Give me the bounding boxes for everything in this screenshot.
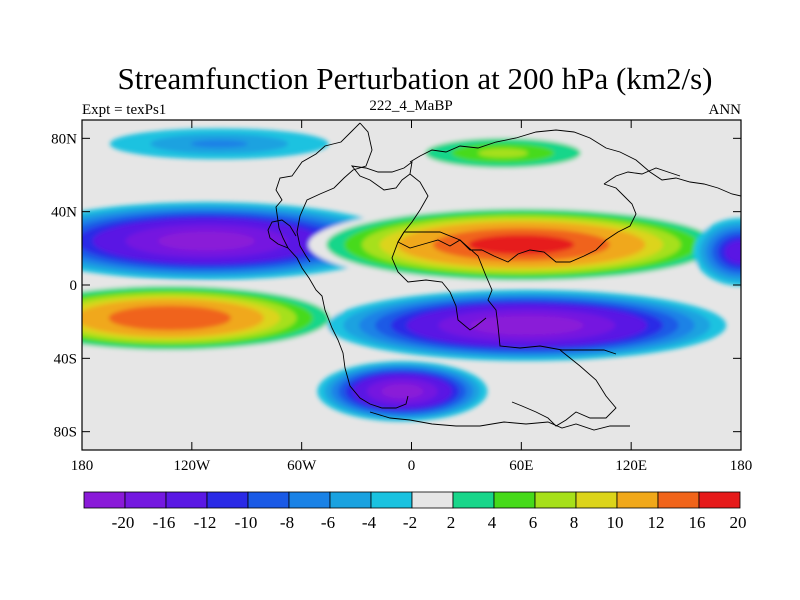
colorbar-swatch [657, 491, 700, 509]
coastline-caribbean [267, 219, 297, 249]
colorbar-label: 2 [447, 513, 456, 532]
colorbar-label: 8 [570, 513, 579, 532]
contour-fill-layer [82, 128, 741, 422]
contour-level [477, 236, 566, 253]
colorbar-swatch [206, 491, 249, 509]
x-tick-label: 120E [615, 458, 647, 474]
colorbar-swatch [534, 491, 577, 509]
axis-labels: 180 120W 60W 0 60E 120E 180 80N 40N 0 40S 80S [51, 131, 752, 474]
y-tick-label: 40S [54, 351, 77, 367]
coastline-north-america-east [296, 122, 373, 263]
coastline-europe [397, 173, 482, 251]
coastline-africa-west [391, 231, 487, 331]
x-tick-label: 120W [173, 458, 211, 474]
y-tick-label: 80S [54, 425, 77, 441]
colorbar-label: -8 [280, 513, 294, 532]
chart-title: Streamfunction Perturbation at 200 hPa (… [118, 61, 713, 96]
colorbar-label: 12 [648, 513, 665, 532]
colorbar-swatch [411, 491, 454, 509]
colorbar-swatch [698, 491, 741, 509]
contour-level [724, 240, 741, 264]
season-label: ANN [709, 102, 742, 118]
colorbar-label: -16 [153, 513, 176, 532]
coastline-americas [275, 122, 409, 409]
contour-level [108, 305, 232, 331]
y-tick-label: 80N [51, 131, 77, 147]
colorbar-swatch [452, 491, 495, 509]
coastline-east-asia [603, 167, 681, 185]
contour-level [478, 148, 528, 158]
coastline-antarctica [369, 411, 630, 431]
colorbar-label: -4 [362, 513, 377, 532]
colorbar-label: -12 [194, 513, 217, 532]
colorbar-swatch [493, 491, 536, 509]
contour-level [384, 385, 420, 398]
colorbar-label: -10 [235, 513, 258, 532]
colorbar-swatch [288, 491, 331, 509]
colorbar-label: 16 [689, 513, 706, 532]
colorbar-swatch [616, 491, 659, 509]
contour-level [190, 139, 248, 148]
colorbar: -20 -16 -12 -10 -8 -6 -4 -2 2 4 6 8 10 12 16 20 [83, 491, 747, 532]
colorbar-swatch [329, 491, 372, 509]
y-tick-label: 0 [70, 278, 78, 294]
colorbar-label: -20 [112, 513, 135, 532]
coastline-asia-south [481, 183, 637, 263]
coastline-australia [511, 349, 617, 427]
axis-ticks [81, 120, 742, 450]
x-tick-label: 60W [287, 458, 317, 474]
colorbar-swatch [83, 491, 126, 509]
colorbar-label: 4 [488, 513, 497, 532]
x-tick-label: 180 [71, 458, 94, 474]
colorbar-swatch [575, 491, 618, 509]
coastline-layer [267, 122, 741, 431]
case-label: 222_4_MaBP [369, 98, 452, 114]
colorbar-label: -2 [403, 513, 417, 532]
experiment-label: Expt = texPs1 [82, 102, 166, 118]
colorbar-swatch [247, 491, 290, 509]
colorbar-swatch [370, 491, 413, 509]
x-tick-label: 60E [509, 458, 533, 474]
colorbar-swatch [124, 491, 167, 509]
coastline-eurasia-north [409, 129, 741, 197]
x-tick-label: 180 [730, 458, 753, 474]
colorbar-label: 20 [730, 513, 747, 532]
x-tick-label: 0 [408, 458, 416, 474]
colorbar-label: -6 [321, 513, 335, 532]
colorbar-swatch [165, 491, 208, 509]
contour-level [485, 318, 568, 333]
colorbar-label: 10 [607, 513, 624, 532]
colorbar-label: 6 [529, 513, 538, 532]
contour-level [166, 232, 247, 250]
y-tick-label: 40N [51, 205, 77, 221]
coastline-africa [404, 231, 617, 355]
